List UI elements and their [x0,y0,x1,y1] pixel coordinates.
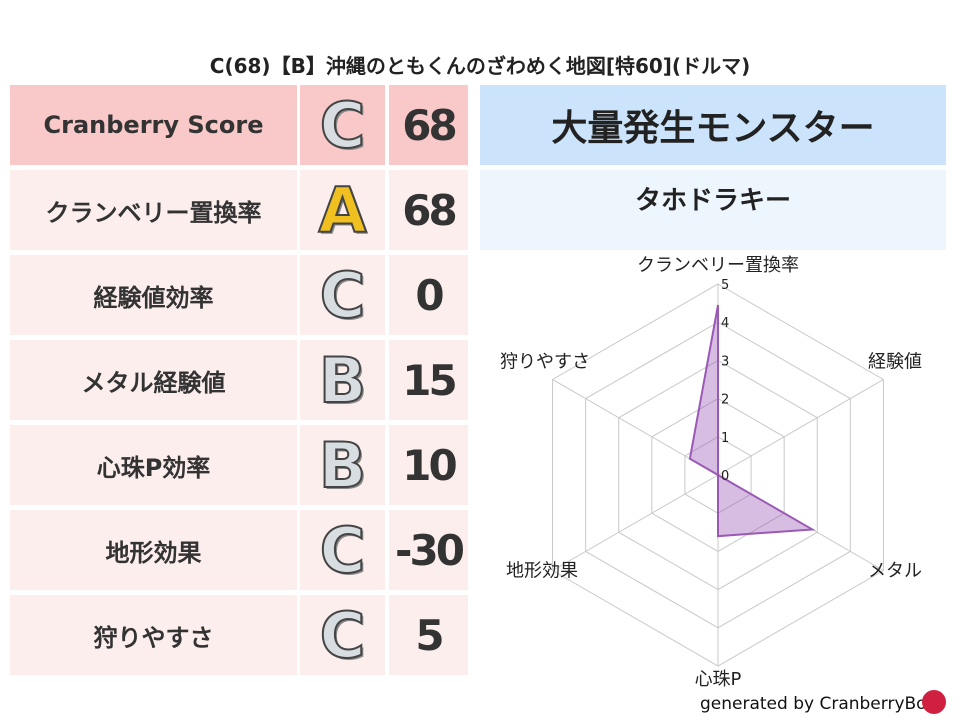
grade-badge: B [300,340,385,420]
row-label: 経験値効率 [10,255,297,335]
event-header: 大量発生モンスター [480,85,946,165]
row-score: -30 [389,510,468,590]
page-title: C(68)【B】沖縄のともくんのざわめく地図[特60](ドルマ) [209,54,751,78]
row-score: 68 [389,85,468,165]
monster-name: タホドラキー [480,170,946,250]
axis-label: クランベリー置換率 [637,255,799,276]
grid-spoke [552,474,719,571]
grade-badge: A [300,170,385,250]
grade-badge: C [300,255,385,335]
row-label: 心珠P効率 [10,425,297,505]
axis-label: 地形効果 [506,561,578,582]
grade-badge: B [300,425,385,505]
tick-label: 5 [721,278,729,293]
footer-credit: generated by CranberryBot [700,694,934,714]
axis-label: 経験値 [868,352,922,373]
axis-label: メタル [868,561,922,582]
axis-label: 狩りやすさ [500,352,590,373]
data-series [688,304,816,538]
row-score: 0 [389,255,468,335]
grade-badge: C [300,595,385,675]
grid-spoke [717,379,884,476]
row-score: 10 [389,425,468,505]
tick-label: 0 [721,469,729,484]
tick-label: 4 [721,316,729,331]
row-label: クランベリー置換率 [10,170,297,250]
grade-badge: C [300,510,385,590]
tick-label: 3 [721,354,729,369]
tick-label: 2 [721,393,729,408]
row-score: 5 [389,595,468,675]
row-score: 15 [389,340,468,420]
row-label: メタル経験値 [10,340,297,420]
row-label: 狩りやすさ [10,595,297,675]
row-score: 68 [389,170,468,250]
row-label: Cranberry Score [10,85,297,165]
tick-label: 1 [721,431,729,446]
grade-badge: C [300,85,385,165]
cranberry-bot-logo [922,690,946,714]
row-label: 地形効果 [10,510,297,590]
axis-label: 心珠P [695,669,742,690]
